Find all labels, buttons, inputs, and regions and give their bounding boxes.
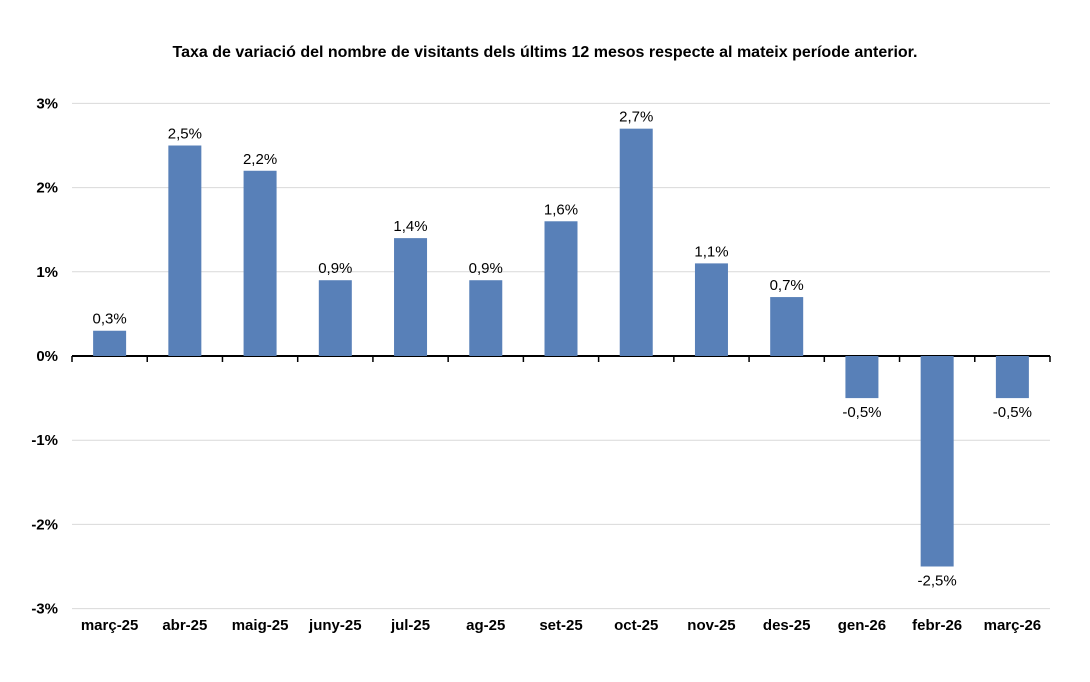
chart-title: Taxa de variació del nombre de visitants… [172, 44, 918, 61]
data-label: 2,2% [243, 151, 277, 168]
data-label: 1,6% [544, 201, 578, 218]
data-label: 0,9% [318, 260, 352, 277]
y-axis-tick-label: -3% [31, 601, 58, 618]
bar-jul-25 [394, 238, 428, 356]
bar-gen-26 [845, 356, 879, 399]
bar-ag-25 [469, 280, 503, 356]
x-axis-category-label: nov-25 [687, 617, 735, 634]
data-label: -0,5% [993, 404, 1032, 421]
bar-març-26 [995, 356, 1029, 399]
x-axis-category-label: des-25 [763, 617, 811, 634]
x-axis-category-label: març-25 [81, 617, 139, 634]
y-axis-tick-label: 3% [36, 95, 58, 112]
bar-febr-26 [920, 356, 954, 567]
y-axis-tick-label: 1% [36, 264, 58, 281]
y-axis-tick-label: -1% [31, 432, 58, 449]
bar-oct-25 [619, 128, 653, 356]
data-label: 1,1% [694, 243, 728, 260]
x-axis-category-label: juny-25 [308, 617, 362, 634]
data-label: 0,9% [469, 260, 503, 277]
y-axis-tick-label: -2% [31, 516, 58, 533]
bar-maig-25 [243, 170, 277, 356]
data-label: -2,5% [918, 573, 957, 590]
bar-març-25 [93, 330, 127, 356]
x-axis-category-label: jul-25 [390, 617, 430, 634]
x-axis-category-label: oct-25 [614, 617, 658, 634]
x-axis-category-label: ag-25 [466, 617, 505, 634]
data-label: 0,7% [770, 277, 804, 294]
y-axis-tick-label: 0% [36, 348, 58, 365]
x-axis-category-label: maig-25 [232, 617, 289, 634]
data-label: 2,7% [619, 109, 653, 126]
bar-des-25 [770, 297, 804, 356]
x-axis-category-label: febr-26 [912, 617, 962, 634]
data-label: 2,5% [168, 126, 202, 143]
bar-set-25 [544, 221, 578, 356]
data-label: 0,3% [93, 311, 127, 328]
bar-nov-25 [694, 263, 728, 356]
data-label: -0,5% [842, 404, 881, 421]
bar-abr-25 [168, 145, 202, 356]
data-label: 1,4% [393, 218, 427, 235]
bar-juny-25 [318, 280, 352, 356]
x-axis-category-label: gen-26 [838, 617, 886, 634]
x-axis-category-label: abr-25 [162, 617, 207, 634]
x-axis-category-label: set-25 [539, 617, 582, 634]
y-axis-tick-label: 2% [36, 180, 58, 197]
x-axis-category-label: març-26 [984, 617, 1042, 634]
